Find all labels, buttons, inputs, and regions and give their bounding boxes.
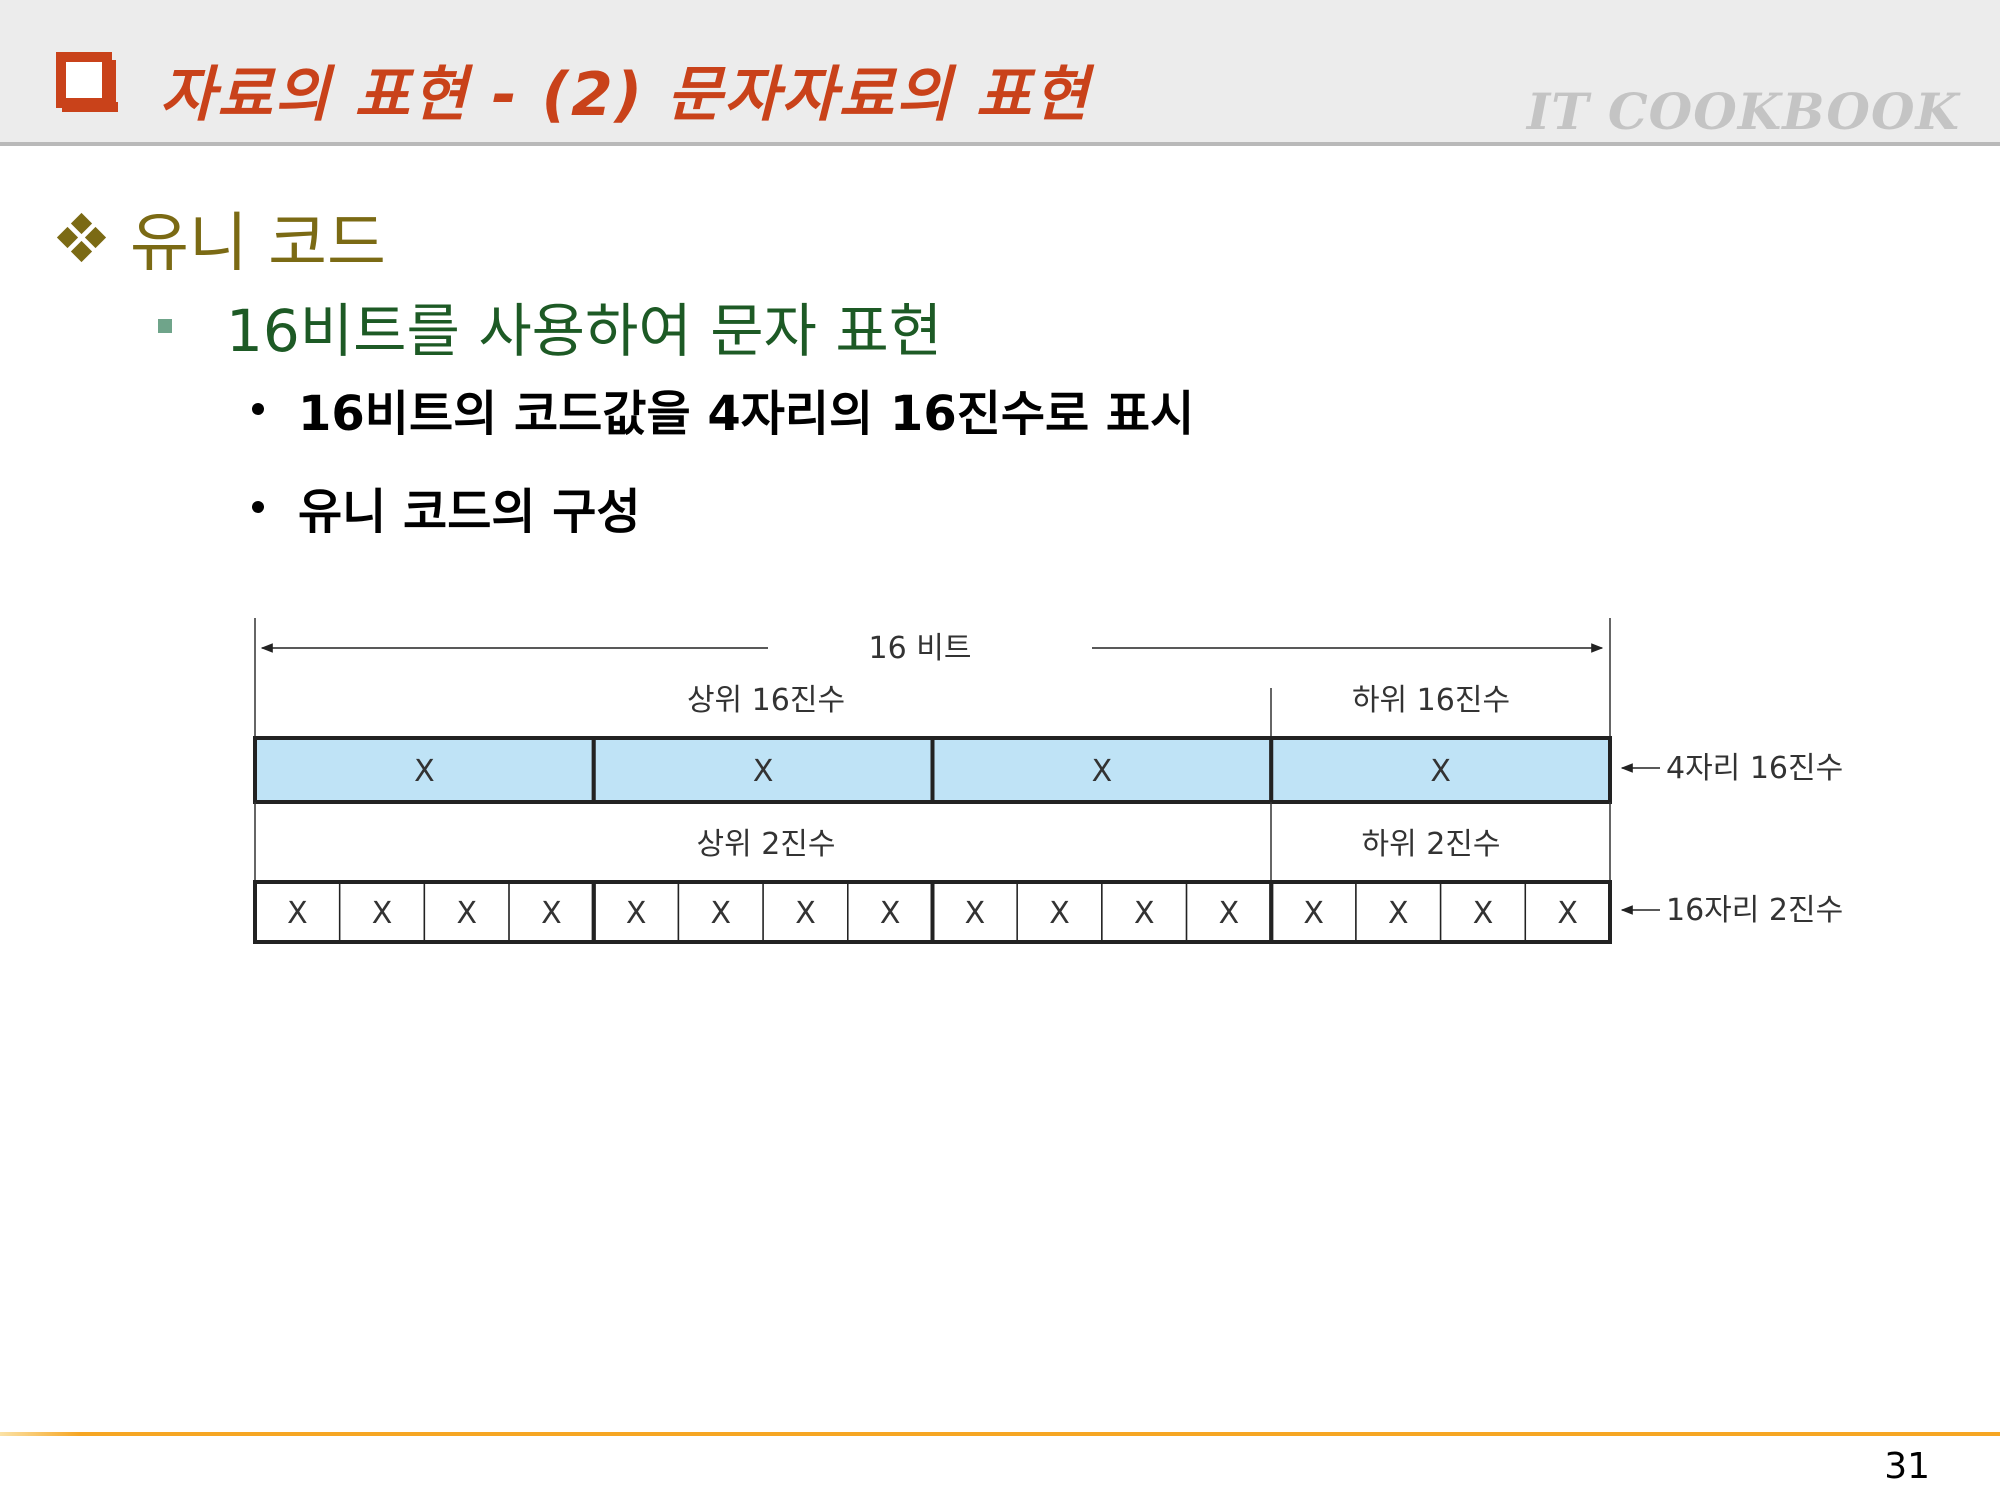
binary-digit-text: X [1473, 896, 1494, 931]
binary-digit-text: X [456, 896, 477, 931]
unicode-structure-diagram: 16 비트 상위 16진수 하위 16진수 X X X X 4자리 16진수 상위 2… [253, 618, 1843, 944]
binary-digit-text: X [626, 896, 647, 931]
binary-digit-text: X [1557, 896, 1578, 931]
square-bullet-icon [158, 319, 172, 333]
binary-digit-text: X [1303, 896, 1324, 931]
hex-digit-cell [1269, 736, 1612, 804]
page-number: 31 [1884, 1446, 1930, 1487]
binary-digit-text: X [1134, 896, 1155, 931]
dot-bullet-icon [252, 501, 264, 513]
binary-digit-text: X [1388, 896, 1409, 931]
binary-nibble-group [1269, 880, 1612, 944]
slide-header: 자료의 표현 - (2) 문자자료의 표현 IT COOKBOOK [0, 0, 2000, 146]
brand-logo-text: IT COOKBOOK [1526, 82, 1960, 141]
binary-digit-text: X [880, 896, 901, 931]
heading-text: 유니 코드 [130, 207, 386, 281]
binary-digit-text: X [541, 896, 562, 931]
hex-digit-text: X [414, 754, 435, 789]
checkbox-square-icon [56, 52, 118, 112]
hex-digit-text: X [1430, 754, 1451, 789]
binary-digit-text: X [372, 896, 393, 931]
upper-hex-label: 상위 16진수 [687, 683, 845, 718]
lower-bin-label: 하위 2진수 [1361, 827, 1500, 862]
upper-bin-label: 상위 2진수 [696, 827, 835, 862]
dot-bullet-icon [252, 403, 264, 415]
bullet-item: 유니 코드의 구성 [252, 472, 641, 542]
lower-hex-label: 하위 16진수 [1352, 683, 1510, 718]
total-bits-label: 16 비트 [869, 631, 972, 666]
slide-title: 자료의 표현 - (2) 문자자료의 표현 [160, 60, 1091, 130]
binary-digit-text: X [287, 896, 308, 931]
bullet-text: 16비트의 코드값을 4자리의 16진수로 표시 [298, 386, 1195, 442]
footer-divider [0, 1432, 2000, 1436]
binary-digit-text: X [1049, 896, 1070, 931]
hex-digit-text: X [1092, 754, 1113, 789]
binary-digit-cell [508, 881, 595, 943]
bullet-text: 유니 코드의 구성 [298, 484, 641, 540]
subheading-item: 16비트를 사용하여 문자 표현 [158, 284, 942, 368]
binary-digit-cell [1101, 881, 1188, 943]
binary-digit-cell [338, 881, 426, 943]
binary-digit-text: X [795, 896, 816, 931]
binary-digit-cell [1185, 881, 1272, 943]
hex-digit-text: X [753, 754, 774, 789]
hex-digit-cell [930, 736, 1274, 804]
binary-digit-cell [1270, 881, 1357, 943]
binary-digit-text: X [1219, 896, 1240, 931]
binary-digit-text: X [711, 896, 732, 931]
bullet-item: 16비트의 코드값을 4자리의 16진수로 표시 [252, 374, 1194, 444]
heading-item: 유니 코드 [56, 192, 386, 284]
binary-digit-cell [1355, 881, 1442, 943]
binary-digit-cell [1439, 881, 1527, 943]
bin-row-label: 16자리 2진수 [1666, 893, 1843, 928]
four-diamond-bullet-icon [56, 212, 108, 264]
subheading-text: 16비트를 사용하여 문자 표현 [226, 297, 943, 365]
hex-row-label: 4자리 16진수 [1666, 751, 1843, 786]
binary-digit-text: X [965, 896, 986, 931]
